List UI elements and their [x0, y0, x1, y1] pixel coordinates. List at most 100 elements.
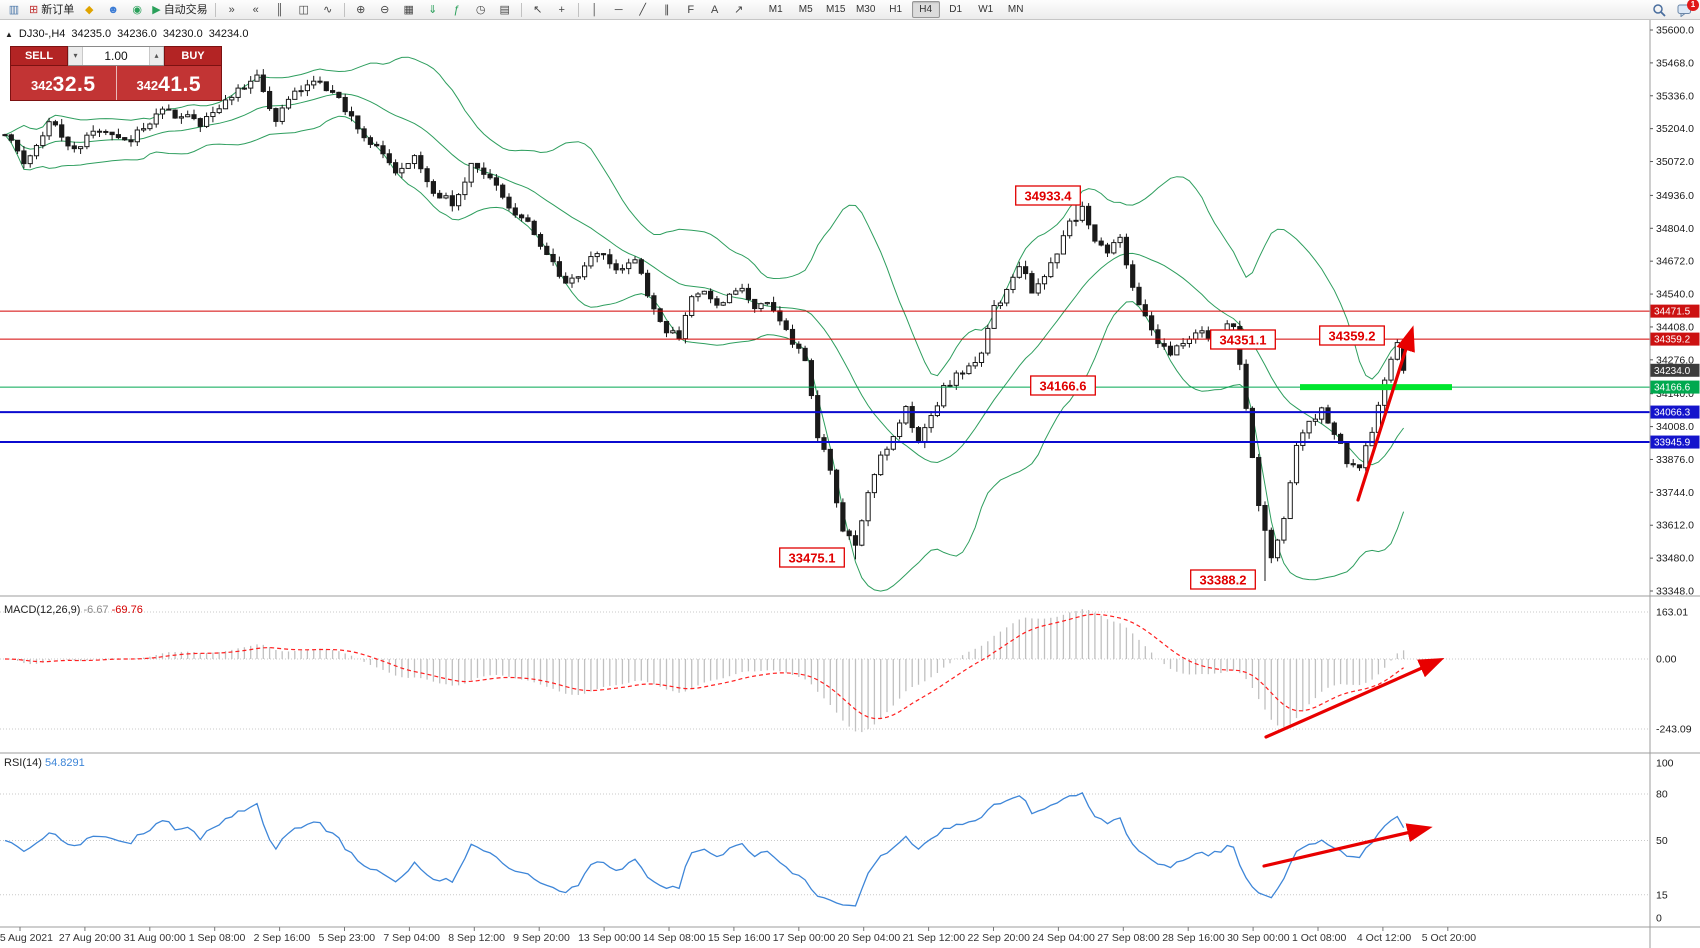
- volume-decrease-button[interactable]: ▾: [68, 47, 83, 65]
- annotation-label[interactable]: 34933.4: [1015, 185, 1081, 206]
- price-annotations[interactable]: 34933.4 34351.1 34359.2 34166.6 33475.1 33388…: [779, 185, 1385, 590]
- horizontal-line-icon[interactable]: ─: [614, 3, 623, 16]
- timeframe-m15[interactable]: M15: [825, 4, 846, 15]
- svg-text:34276.0: 34276.0: [1656, 354, 1694, 366]
- svg-text:100: 100: [1656, 758, 1674, 770]
- market-icon[interactable]: ◉: [132, 3, 143, 16]
- svg-text:21 Sep 12:00: 21 Sep 12:00: [903, 932, 966, 944]
- chart-shift-icon[interactable]: «: [252, 3, 259, 16]
- macd-panel: 163.01 0.00 -243.09 MACD(12,26,9) -6.67 -69…: [0, 604, 1692, 736]
- red-arrow-macd[interactable]: [1264, 658, 1445, 739]
- trend-arrows[interactable]: [1262, 325, 1445, 868]
- svg-text:35204.0: 35204.0: [1656, 123, 1694, 135]
- timeframe-h1[interactable]: H1: [889, 4, 903, 15]
- vertical-line-icon[interactable]: │: [591, 3, 599, 16]
- volume-control: ▾ 1.00 ▴: [68, 46, 164, 66]
- sell-price[interactable]: 342 32.5: [11, 66, 117, 100]
- buy-price[interactable]: 342 41.5: [136, 73, 202, 96]
- svg-text:33945.9: 33945.9: [1654, 438, 1691, 449]
- new-chart-icon[interactable]: ▥: [8, 3, 20, 16]
- main-toolbar: ▥ ⊞ 新订单 ◆ ☻ ◉ ▶ 自动交易 » « ║ ◫ ∿ ⊕ ⊖ ▦ ⇓ ƒ ◷ ▤ ↖ + │ ─ ╱ ∥ F A ↗ M1 M5 M1…: [0, 0, 1700, 20]
- volume-input[interactable]: 1.00: [104, 49, 128, 63]
- timeframe-w1[interactable]: W1: [978, 4, 994, 15]
- line-chart-icon[interactable]: ∿: [323, 3, 333, 16]
- svg-text:-243.09: -243.09: [1656, 724, 1692, 736]
- svg-text:34408.0: 34408.0: [1656, 321, 1694, 333]
- volume-increase-button[interactable]: ▴: [149, 47, 164, 65]
- new-order-button[interactable]: ⊞ 新订单: [29, 3, 75, 16]
- svg-text:35072.0: 35072.0: [1656, 156, 1694, 168]
- symbol-period-label: DJ30-,H4: [18, 28, 66, 40]
- svg-text:34672.0: 34672.0: [1656, 256, 1694, 268]
- ohlc-low: 34230.0: [162, 28, 203, 40]
- channel-icon[interactable]: ∥: [663, 3, 670, 16]
- indicators-list-icon[interactable]: ⇓: [428, 3, 438, 16]
- svg-text:35468.0: 35468.0: [1656, 57, 1694, 69]
- svg-text:2 Sep 16:00: 2 Sep 16:00: [254, 932, 311, 944]
- sell-button[interactable]: SELL: [10, 46, 68, 66]
- svg-text:5 Sep 23:00: 5 Sep 23:00: [319, 932, 376, 944]
- svg-text:33480.0: 33480.0: [1656, 553, 1694, 565]
- metaeditor-icon[interactable]: ◆: [84, 3, 94, 16]
- svg-text:34359.2: 34359.2: [1329, 329, 1376, 344]
- timeframe-m5[interactable]: M5: [798, 4, 813, 15]
- svg-text:31 Aug 00:00: 31 Aug 00:00: [124, 932, 186, 944]
- svg-text:34936.0: 34936.0: [1656, 190, 1694, 202]
- periods-icon[interactable]: ◷: [475, 3, 486, 16]
- svg-text:20 Sep 04:00: 20 Sep 04:00: [838, 932, 901, 944]
- svg-text:34166.6: 34166.6: [1654, 383, 1691, 394]
- svg-text:34066.3: 34066.3: [1654, 408, 1691, 419]
- timeframe-d1[interactable]: D1: [949, 4, 963, 15]
- svg-text:34933.4: 34933.4: [1025, 189, 1073, 204]
- svg-text:17 Sep 00:00: 17 Sep 00:00: [773, 932, 836, 944]
- svg-text:8 Sep 12:00: 8 Sep 12:00: [448, 932, 505, 944]
- candlestick-chart-icon[interactable]: ◫: [298, 3, 309, 16]
- text-label-icon[interactable]: A: [711, 3, 719, 16]
- panel-dividers[interactable]: [0, 20, 1700, 948]
- chart-info-line: ▲ DJ30-,H4 34235.0 34236.0 34230.0 34234…: [5, 28, 248, 42]
- annotation-label[interactable]: 34351.1: [1210, 329, 1276, 350]
- tile-windows-icon[interactable]: ▦: [403, 3, 414, 16]
- timeframe-mn[interactable]: MN: [1007, 4, 1024, 15]
- svg-text:33475.1: 33475.1: [789, 551, 836, 566]
- annotation-label[interactable]: 33475.1: [779, 547, 845, 568]
- notifications-icon[interactable]: 1: [1677, 0, 1699, 17]
- search-icon[interactable]: [1648, 1, 1670, 19]
- crosshair-icon[interactable]: +: [558, 3, 565, 16]
- timeframe-h4[interactable]: H4: [911, 1, 940, 18]
- zoom-in-icon[interactable]: ⊕: [356, 3, 366, 16]
- new-order-button-label: 新订单: [41, 3, 75, 16]
- fibonacci-icon[interactable]: F: [687, 3, 695, 16]
- svg-text:34351.1: 34351.1: [1220, 333, 1267, 348]
- annotation-label[interactable]: 34359.2: [1319, 325, 1385, 346]
- svg-text:14 Sep 08:00: 14 Sep 08:00: [643, 932, 706, 944]
- add-indicator-icon[interactable]: ƒ: [453, 3, 460, 16]
- zoom-out-icon[interactable]: ⊖: [380, 3, 390, 16]
- svg-text:28 Sep 16:00: 28 Sep 16:00: [1162, 932, 1225, 944]
- price-axis[interactable]: 35600.0 35468.0 35336.0 35204.0 35072.0 34936…: [1650, 25, 1700, 598]
- arrows-tool-icon[interactable]: ↗: [734, 3, 744, 16]
- red-arrow-rsi[interactable]: [1262, 823, 1433, 868]
- community-icon[interactable]: ☻: [107, 3, 119, 16]
- svg-text:33348.0: 33348.0: [1656, 586, 1694, 598]
- toolbar-right: 1: [1647, 0, 1699, 19]
- chart-area[interactable]: 35600.0 35468.0 35336.0 35204.0 35072.0 34936…: [0, 20, 1700, 948]
- svg-text:27 Sep 08:00: 27 Sep 08:00: [1097, 932, 1160, 944]
- autotrade-button[interactable]: ▶ 自动交易: [152, 3, 208, 16]
- auto-scroll-icon[interactable]: »: [228, 3, 235, 16]
- annotation-label[interactable]: 34166.6: [1030, 375, 1096, 396]
- cursor-icon[interactable]: ↖: [533, 3, 543, 16]
- svg-text:34804.0: 34804.0: [1656, 223, 1694, 235]
- red-arrow-price[interactable]: [1356, 325, 1415, 502]
- templates-icon[interactable]: ▤: [499, 3, 510, 16]
- timeframe-m1[interactable]: M1: [768, 4, 783, 15]
- trendline-icon[interactable]: ╱: [639, 3, 646, 16]
- timeframe-m30[interactable]: M30: [855, 4, 876, 15]
- annotation-label[interactable]: 33388.2: [1190, 569, 1256, 590]
- bar-chart-icon[interactable]: ║: [275, 3, 284, 16]
- buy-button[interactable]: BUY: [164, 46, 222, 66]
- svg-text:34008.0: 34008.0: [1656, 421, 1694, 433]
- rsi-line: [4, 792, 1405, 907]
